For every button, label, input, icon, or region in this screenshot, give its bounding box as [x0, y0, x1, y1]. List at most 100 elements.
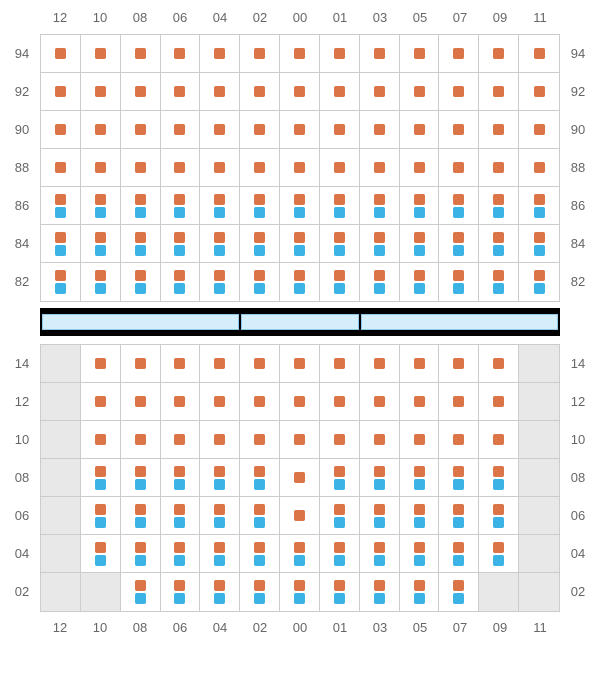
- grid-cell: [280, 149, 320, 186]
- column-label: 06: [160, 10, 200, 25]
- marker-orange: [254, 232, 265, 243]
- marker-blue: [453, 555, 464, 566]
- marker-orange: [374, 434, 385, 445]
- marker-orange: [374, 162, 385, 173]
- grid-cell: [161, 383, 201, 420]
- row-label: 12: [564, 382, 592, 420]
- grid-cell: [240, 35, 280, 72]
- marker-orange: [95, 270, 106, 281]
- marker-blue: [453, 245, 464, 256]
- marker-orange: [254, 580, 265, 591]
- marker-blue: [254, 245, 265, 256]
- marker-blue: [214, 479, 225, 490]
- row-label: 06: [564, 496, 592, 534]
- marker-blue: [214, 245, 225, 256]
- grid-cell: [161, 421, 201, 458]
- marker-orange: [95, 86, 106, 97]
- marker-orange: [334, 542, 345, 553]
- grid-cell: [280, 573, 320, 611]
- marker-orange: [414, 542, 425, 553]
- grid-cell: [121, 187, 161, 224]
- grid-cell: [240, 535, 280, 572]
- grid-cell: [360, 149, 400, 186]
- marker-orange: [174, 270, 185, 281]
- grid-cell: [400, 149, 440, 186]
- marker-orange: [374, 466, 385, 477]
- grid-cell: [519, 225, 559, 262]
- marker-orange: [95, 542, 106, 553]
- marker-orange: [135, 396, 146, 407]
- marker-orange: [374, 504, 385, 515]
- marker-orange: [493, 542, 504, 553]
- marker-blue: [334, 593, 345, 604]
- marker-orange: [254, 396, 265, 407]
- grid-row: [41, 111, 559, 149]
- grid-cell: [400, 497, 440, 534]
- grid-cell: [240, 421, 280, 458]
- marker-orange: [135, 358, 146, 369]
- column-label: 00: [280, 10, 320, 25]
- row-label: 08: [8, 458, 36, 496]
- grid-cell: [400, 345, 440, 382]
- grid-cell: [320, 35, 360, 72]
- row-label: 94: [8, 34, 36, 72]
- marker-orange: [334, 86, 345, 97]
- column-label: 04: [200, 10, 240, 25]
- marker-blue: [254, 283, 265, 294]
- marker-orange: [55, 86, 66, 97]
- marker-orange: [374, 194, 385, 205]
- grid-cell: [81, 263, 121, 301]
- marker-orange: [374, 86, 385, 97]
- grid-cell: [121, 459, 161, 496]
- column-label: 11: [520, 620, 560, 635]
- marker-orange: [174, 504, 185, 515]
- row-label: 12: [8, 382, 36, 420]
- upper-row-labels-left: 94929088868482: [8, 34, 36, 300]
- lower-row-labels-left: 14121008060402: [8, 344, 36, 610]
- marker-orange: [493, 232, 504, 243]
- marker-blue: [414, 555, 425, 566]
- marker-blue: [254, 555, 265, 566]
- marker-blue: [214, 517, 225, 528]
- grid-cell: [200, 225, 240, 262]
- marker-orange: [493, 162, 504, 173]
- grid-cell: [121, 345, 161, 382]
- grid-cell: [360, 573, 400, 611]
- marker-orange: [55, 124, 66, 135]
- grid-cell: [439, 225, 479, 262]
- marker-orange: [534, 124, 545, 135]
- marker-blue: [334, 555, 345, 566]
- grid-cell: [121, 263, 161, 301]
- marker-orange: [95, 194, 106, 205]
- marker-orange: [453, 162, 464, 173]
- marker-orange: [214, 86, 225, 97]
- grid-cell: [320, 573, 360, 611]
- marker-blue: [414, 517, 425, 528]
- row-label: 90: [564, 110, 592, 148]
- marker-blue: [334, 517, 345, 528]
- marker-orange: [294, 194, 305, 205]
- marker-orange: [294, 270, 305, 281]
- marker-orange: [95, 434, 106, 445]
- grid-cell: [41, 497, 81, 534]
- row-label: 94: [564, 34, 592, 72]
- marker-blue: [174, 245, 185, 256]
- column-label: 08: [120, 10, 160, 25]
- marker-blue: [174, 593, 185, 604]
- grid-cell: [41, 35, 81, 72]
- marker-orange: [214, 542, 225, 553]
- row-label: 82: [8, 262, 36, 300]
- row-label: 02: [8, 572, 36, 610]
- marker-blue: [254, 593, 265, 604]
- marker-orange: [294, 124, 305, 135]
- grid-cell: [41, 535, 81, 572]
- grid-cell: [81, 535, 121, 572]
- marker-orange: [414, 232, 425, 243]
- grid-cell: [320, 535, 360, 572]
- separator-block: [42, 314, 239, 330]
- marker-orange: [174, 48, 185, 59]
- marker-orange: [334, 270, 345, 281]
- grid-cell: [240, 149, 280, 186]
- marker-orange: [294, 396, 305, 407]
- marker-blue: [374, 555, 385, 566]
